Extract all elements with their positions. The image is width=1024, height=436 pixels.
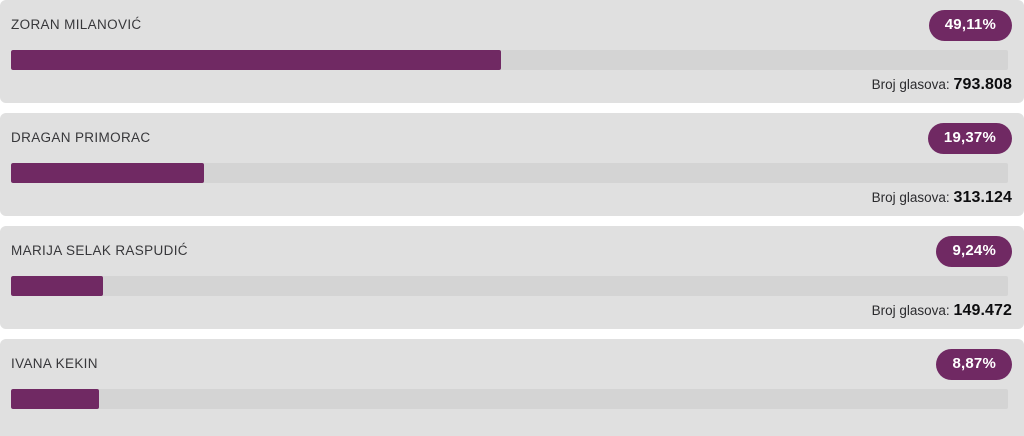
vote-share-bar-track — [11, 389, 1008, 409]
candidate-result-card[interactable]: DRAGAN PRIMORAC 19,37% Broj glasova: 313… — [0, 113, 1024, 216]
candidate-name: IVANA KEKIN — [11, 356, 98, 371]
candidate-result-card[interactable]: ZORAN MILANOVIĆ 49,11% Broj glasova: 793… — [0, 0, 1024, 103]
vote-share-bar-fill — [11, 276, 104, 296]
vote-count-line: Broj glasova: 313.124 — [872, 189, 1012, 207]
percentage-badge: 9,24% — [936, 236, 1012, 267]
percentage-badge: 8,87% — [936, 349, 1012, 380]
candidate-name: DRAGAN PRIMORAC — [11, 130, 151, 145]
vote-share-bar-track — [11, 276, 1008, 296]
candidate-result-card[interactable]: MARIJA SELAK RASPUDIĆ 9,24% Broj glasova… — [0, 226, 1024, 329]
vote-count-value: 313.124 — [953, 189, 1012, 206]
vote-share-bar-track — [11, 50, 1008, 70]
candidate-name: ZORAN MILANOVIĆ — [11, 17, 142, 32]
vote-share-bar-track — [11, 163, 1008, 183]
vote-count-label: Broj glasova: — [871, 77, 950, 92]
vote-count-value: 793.808 — [953, 76, 1012, 93]
vote-count-label: Broj glasova: — [871, 303, 950, 318]
candidate-name: MARIJA SELAK RASPUDIĆ — [11, 243, 188, 258]
vote-share-bar-fill — [11, 163, 205, 183]
vote-share-bar-fill — [11, 389, 100, 409]
vote-count-value: 149.472 — [953, 302, 1012, 319]
vote-count-line: Broj glasova: 793.808 — [872, 76, 1012, 94]
vote-count-label: Broj glasova: — [871, 190, 950, 205]
percentage-badge: 49,11% — [928, 10, 1012, 41]
percentage-badge: 19,37% — [927, 123, 1012, 154]
vote-count-line: Broj glasova: 149.472 — [872, 302, 1012, 320]
candidate-result-card[interactable]: IVANA KEKIN 8,87% — [0, 339, 1024, 436]
vote-share-bar-fill — [11, 50, 501, 70]
